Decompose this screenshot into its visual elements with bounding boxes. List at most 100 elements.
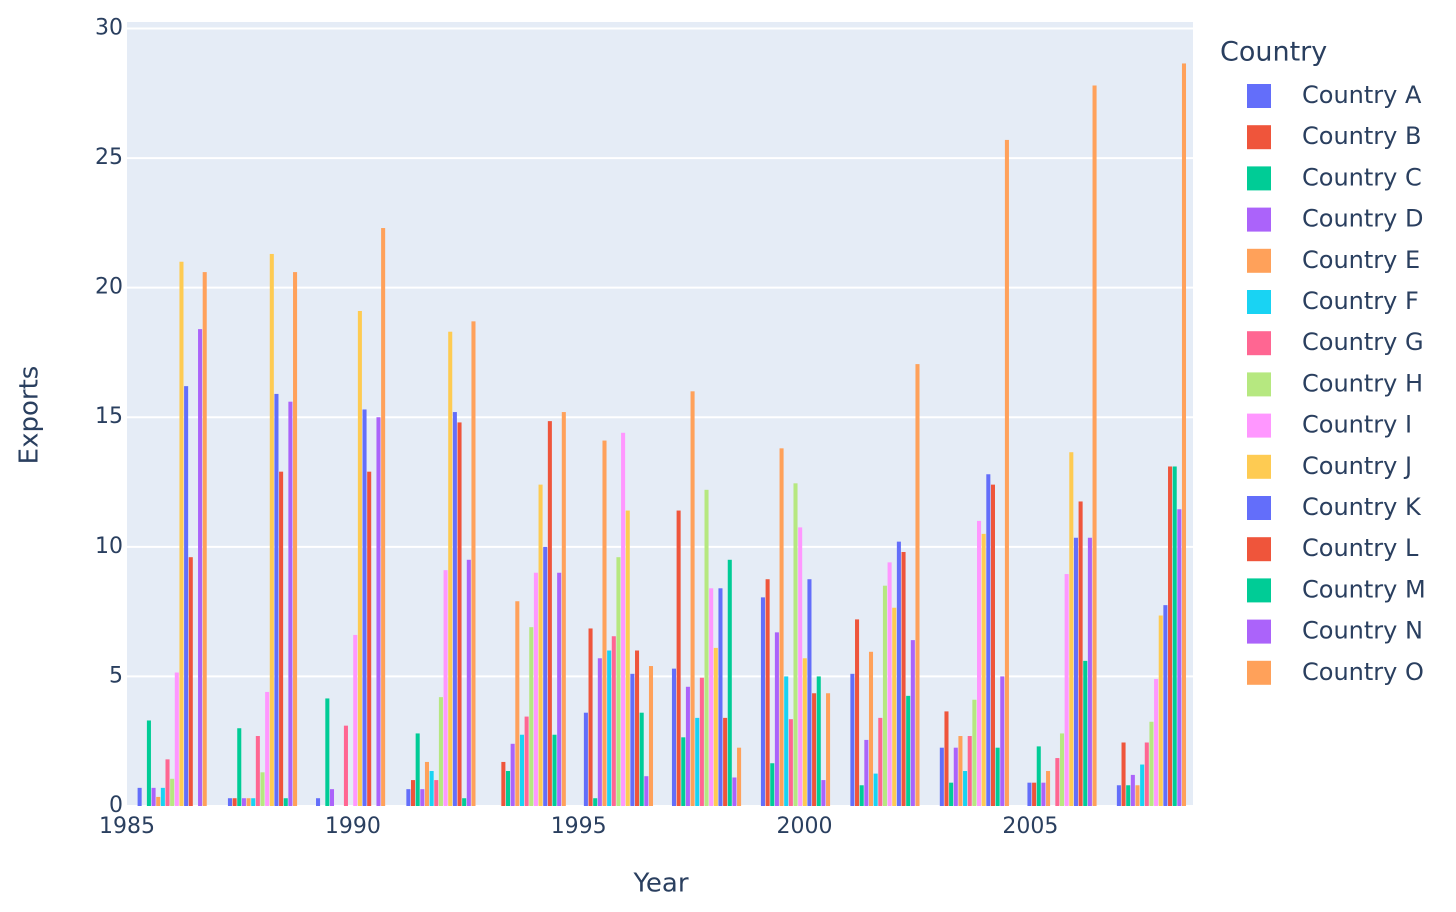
bar bbox=[156, 796, 161, 806]
bar bbox=[1000, 676, 1005, 806]
x-tick-label: 2000 bbox=[777, 814, 833, 839]
legend-swatch bbox=[1247, 537, 1271, 562]
bar bbox=[376, 417, 381, 806]
bar bbox=[543, 546, 548, 806]
legend-label: Country E bbox=[1302, 246, 1420, 274]
bar bbox=[821, 780, 826, 806]
bar bbox=[1073, 537, 1078, 806]
bar bbox=[1004, 139, 1009, 807]
bar bbox=[533, 572, 538, 806]
bar bbox=[901, 552, 906, 806]
bar bbox=[981, 533, 986, 806]
bar bbox=[1149, 721, 1154, 806]
legend-label: Country K bbox=[1302, 493, 1422, 521]
bar bbox=[850, 673, 855, 806]
bar bbox=[1168, 466, 1173, 806]
bar bbox=[1078, 501, 1083, 806]
bar bbox=[316, 798, 321, 806]
bar bbox=[557, 572, 562, 806]
bar bbox=[1055, 758, 1060, 806]
bar bbox=[1158, 615, 1163, 806]
legend-swatch bbox=[1247, 331, 1271, 356]
bar bbox=[602, 440, 607, 806]
legend-label: Country G bbox=[1302, 328, 1424, 356]
bar bbox=[170, 778, 175, 806]
bar bbox=[583, 712, 588, 806]
legend-swatch bbox=[1247, 660, 1271, 685]
bar bbox=[593, 798, 598, 806]
bar bbox=[630, 673, 635, 806]
bar bbox=[798, 527, 803, 806]
bar bbox=[788, 719, 793, 806]
bar bbox=[246, 798, 251, 806]
bar bbox=[448, 331, 453, 806]
bar bbox=[859, 785, 864, 806]
bar bbox=[681, 737, 686, 806]
bar bbox=[1163, 605, 1168, 806]
bar bbox=[958, 736, 963, 806]
bar bbox=[1121, 742, 1126, 806]
y-tick-label: 5 bbox=[109, 663, 123, 688]
bar bbox=[538, 484, 543, 806]
bar bbox=[202, 272, 207, 806]
bar bbox=[561, 412, 566, 806]
bar bbox=[635, 650, 640, 806]
bar bbox=[146, 720, 151, 806]
bar bbox=[160, 787, 165, 806]
bar bbox=[963, 771, 968, 806]
y-tick-label: 25 bbox=[95, 145, 123, 170]
bar bbox=[1172, 466, 1177, 806]
legend-swatch bbox=[1247, 84, 1271, 108]
legend-swatch bbox=[1247, 372, 1271, 397]
bar bbox=[690, 391, 695, 806]
bar bbox=[471, 321, 476, 806]
bar bbox=[198, 329, 203, 806]
bar bbox=[944, 711, 949, 806]
bar bbox=[910, 640, 915, 806]
y-tick-label: 0 bbox=[109, 793, 123, 818]
bar bbox=[519, 734, 524, 806]
bar bbox=[732, 777, 737, 806]
bar bbox=[868, 651, 874, 806]
legend-label: Country I bbox=[1302, 411, 1412, 439]
legend-label: Country B bbox=[1302, 122, 1421, 150]
bar bbox=[151, 787, 156, 806]
bar bbox=[597, 658, 602, 806]
legend-swatch bbox=[1247, 166, 1271, 191]
bar bbox=[774, 632, 779, 806]
bar bbox=[704, 489, 709, 806]
bar bbox=[420, 789, 425, 806]
bar bbox=[1036, 746, 1041, 806]
legend-label: Country F bbox=[1302, 287, 1419, 315]
bar bbox=[588, 628, 593, 806]
y-tick-label: 20 bbox=[95, 275, 123, 300]
bar bbox=[357, 310, 362, 806]
bar bbox=[524, 716, 529, 806]
bar bbox=[1069, 452, 1074, 806]
bar bbox=[288, 401, 293, 806]
bar bbox=[367, 471, 372, 806]
bar bbox=[260, 772, 265, 806]
bar bbox=[816, 676, 821, 806]
bar bbox=[1181, 63, 1187, 806]
bar bbox=[873, 773, 878, 806]
bar bbox=[381, 228, 386, 806]
bar bbox=[967, 736, 972, 806]
bar bbox=[411, 780, 416, 806]
legend-label: Country O bbox=[1302, 658, 1424, 686]
bar bbox=[283, 798, 288, 806]
legend-swatch bbox=[1247, 125, 1271, 150]
bar bbox=[547, 421, 552, 806]
bar bbox=[779, 448, 784, 806]
bar bbox=[607, 650, 612, 806]
y-axis-title: Exports bbox=[15, 366, 45, 465]
bar bbox=[986, 474, 991, 806]
legend-label: Country C bbox=[1302, 163, 1422, 191]
bar bbox=[279, 471, 284, 806]
bar bbox=[269, 253, 274, 806]
bar bbox=[1126, 785, 1131, 806]
bar bbox=[515, 601, 520, 806]
bar bbox=[274, 393, 279, 806]
bar bbox=[770, 763, 775, 806]
